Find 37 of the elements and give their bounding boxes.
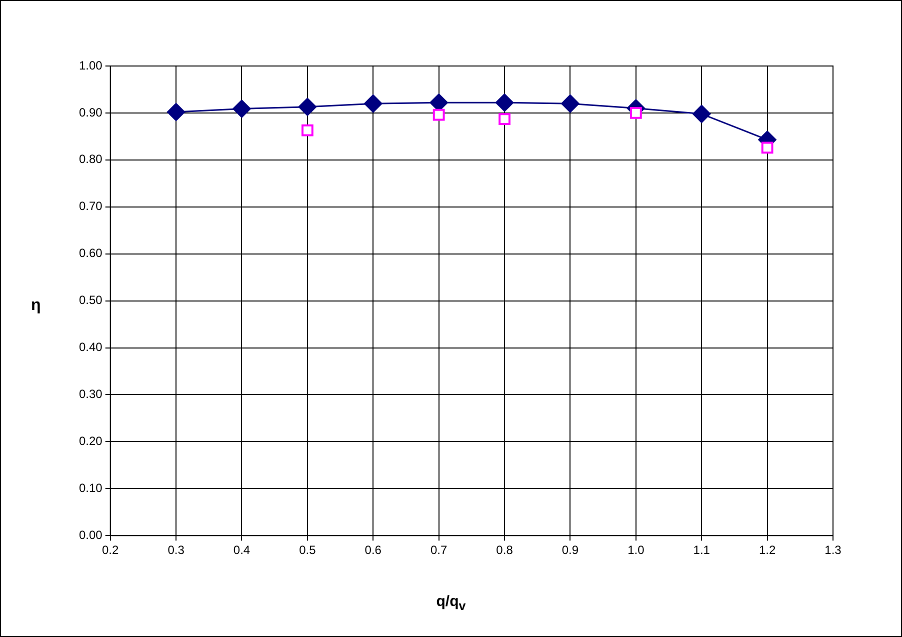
y-tick-label: 0.70 xyxy=(78,199,103,214)
point xyxy=(630,107,642,119)
point xyxy=(232,100,251,118)
x-tick-label: 0.4 xyxy=(233,543,250,558)
y-tick-label: 0.30 xyxy=(78,387,103,402)
x-tick-label: 1.1 xyxy=(693,543,710,558)
point xyxy=(692,104,711,123)
y-tick-label: 1.00 xyxy=(78,58,103,72)
x-tick-label: 0.7 xyxy=(430,543,448,558)
y-tick-label: 0.40 xyxy=(78,340,103,354)
y-axis-title: η xyxy=(31,297,41,315)
y-tick-label: 0.00 xyxy=(78,528,103,542)
x-tick-label: 0.8 xyxy=(496,543,514,558)
point xyxy=(498,113,510,126)
x-tick-label: 1.3 xyxy=(824,543,842,558)
x-tick-label: 0.9 xyxy=(562,543,579,558)
point xyxy=(364,94,382,113)
y-tick-label: 0.20 xyxy=(78,434,103,448)
y-tick-label: 0.10 xyxy=(78,480,103,495)
point xyxy=(167,103,186,122)
y-tick-label: 0.50 xyxy=(78,293,103,308)
point xyxy=(432,108,445,121)
y-tick-label: 0.90 xyxy=(78,105,103,120)
y-tick-label: 0.60 xyxy=(78,246,103,260)
point xyxy=(301,124,314,136)
point xyxy=(761,142,774,154)
point xyxy=(496,94,514,112)
x-tick-label: 0.3 xyxy=(168,543,185,558)
x-tick-label: 1.0 xyxy=(628,543,645,558)
point xyxy=(561,94,580,113)
x-axis-title: q/q$_{v}$ xyxy=(435,593,467,613)
x-tick-label: 1.2 xyxy=(758,543,776,558)
x-tick-label: 0.6 xyxy=(364,543,382,558)
x-tick-label: 0.2 xyxy=(102,543,120,558)
x-tick-label: 0.5 xyxy=(299,543,316,558)
point xyxy=(298,98,316,116)
y-tick-label: 0.80 xyxy=(78,152,103,166)
